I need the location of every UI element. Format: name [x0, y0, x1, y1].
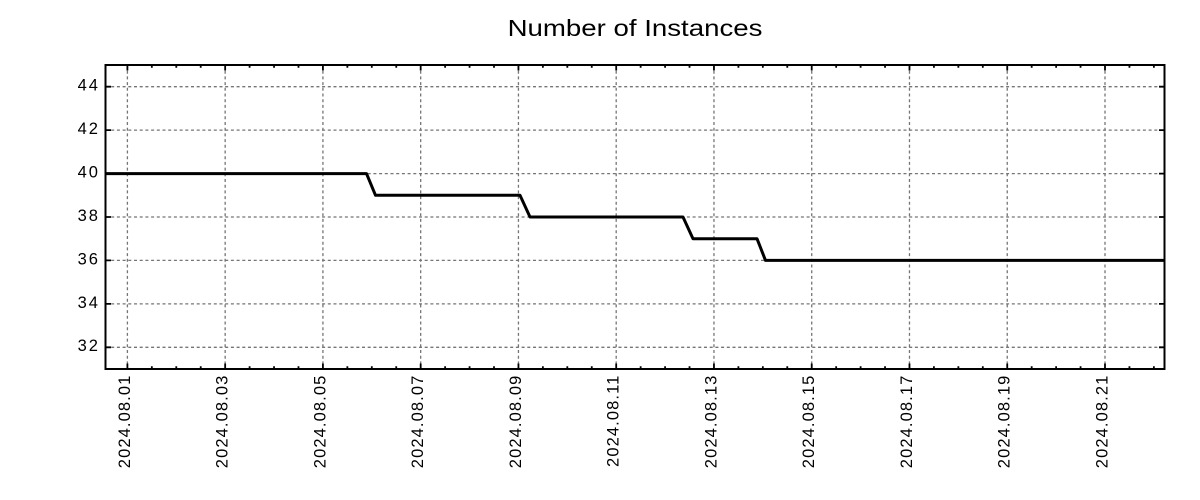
svg-text:2024.08.03: 2024.08.03	[214, 375, 232, 469]
svg-text:42: 42	[78, 120, 100, 138]
svg-text:2024.08.09: 2024.08.09	[507, 375, 525, 469]
svg-text:36: 36	[78, 250, 100, 268]
svg-text:40: 40	[78, 164, 100, 182]
svg-text:2024.08.11: 2024.08.11	[605, 375, 623, 467]
svg-text:2024.08.15: 2024.08.15	[800, 375, 818, 469]
svg-text:2024.08.17: 2024.08.17	[898, 375, 916, 469]
svg-text:2024.08.21: 2024.08.21	[1093, 375, 1111, 469]
svg-text:2024.08.05: 2024.08.05	[311, 375, 329, 469]
svg-text:34: 34	[78, 294, 100, 312]
svg-text:32: 32	[78, 337, 100, 355]
svg-text:2024.08.01: 2024.08.01	[116, 375, 134, 469]
svg-text:38: 38	[78, 207, 100, 225]
svg-text:2024.08.19: 2024.08.19	[996, 375, 1014, 469]
svg-text:44: 44	[78, 77, 100, 95]
svg-text:2024.08.07: 2024.08.07	[409, 375, 427, 469]
svg-text:Number of Instances: Number of Instances	[508, 16, 763, 42]
svg-text:2024.08.13: 2024.08.13	[702, 375, 720, 469]
